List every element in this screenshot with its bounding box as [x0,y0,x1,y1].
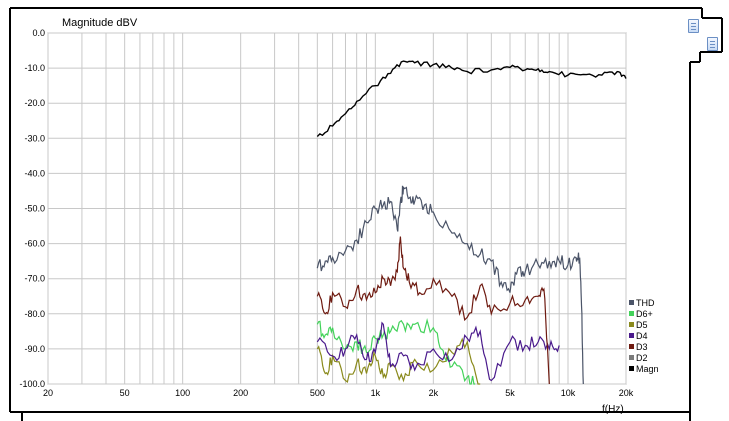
x-tick-label: 10k [561,388,576,398]
x-tick-label: 200 [233,388,248,398]
y-tick-label: -10.0 [24,63,45,73]
y-tick-label: -30.0 [24,133,45,143]
legend-swatch [629,344,634,349]
legend-label: Magn [636,364,659,374]
grid [47,32,627,385]
y-tick-label: -100.0 [19,379,45,389]
legend-label: D4 [636,331,648,341]
legend-swatch [629,366,634,371]
y-tick-label: -90.0 [24,344,45,354]
x-axis-title: f(Hz) [602,404,624,415]
y-tick-label: -60.0 [24,239,45,249]
series-layer [316,60,627,385]
document-icon[interactable] [688,19,699,33]
x-tick-label: 20 [43,388,53,398]
y-tick-label: -70.0 [24,274,45,284]
x-tick-label: 20k [619,388,634,398]
legend-swatch [629,300,634,305]
series-line-magn [316,60,627,137]
legend-swatch [629,322,634,327]
legend-swatch [629,333,634,338]
x-tick-label: 2k [429,388,439,398]
legend-label: D5 [636,320,648,330]
legend-label: D6+ [636,309,653,319]
y-tick-label: -80.0 [24,309,45,319]
document-icon[interactable] [707,37,718,51]
legend-swatch [629,311,634,316]
x-tick-label: 500 [310,388,325,398]
legend-label: D3 [636,342,648,352]
legend-swatch [629,355,634,360]
x-tick-label: 1k [371,388,381,398]
window-frame [9,7,723,421]
series-line-d3 [316,236,550,385]
x-axis: 20 50 100 200 500 1k 2k 5k 10k 20k [43,388,634,398]
x-tick-label: 50 [120,388,130,398]
y-tick-label: 0.0 [32,28,45,38]
x-tick-label: 5k [505,388,515,398]
y-tick-label: -20.0 [24,98,45,108]
y-axis-title: Magnitude dBV [62,17,138,29]
x-tick-label: 100 [175,388,190,398]
y-axis: 0.0 -10.0 -20.0 -30.0 -40.0 -50.0 -60.0 -70.0 -8… [19,28,45,389]
y-tick-label: -50.0 [24,204,45,214]
series-line-thd [316,185,584,385]
y-tick-label: -40.0 [24,168,45,178]
series-line-d5 [316,337,481,385]
series-line-d4 [316,321,560,382]
series-line-d6plus [316,318,476,385]
legend-label: THD [636,298,655,308]
legend-label: D2 [636,353,648,363]
